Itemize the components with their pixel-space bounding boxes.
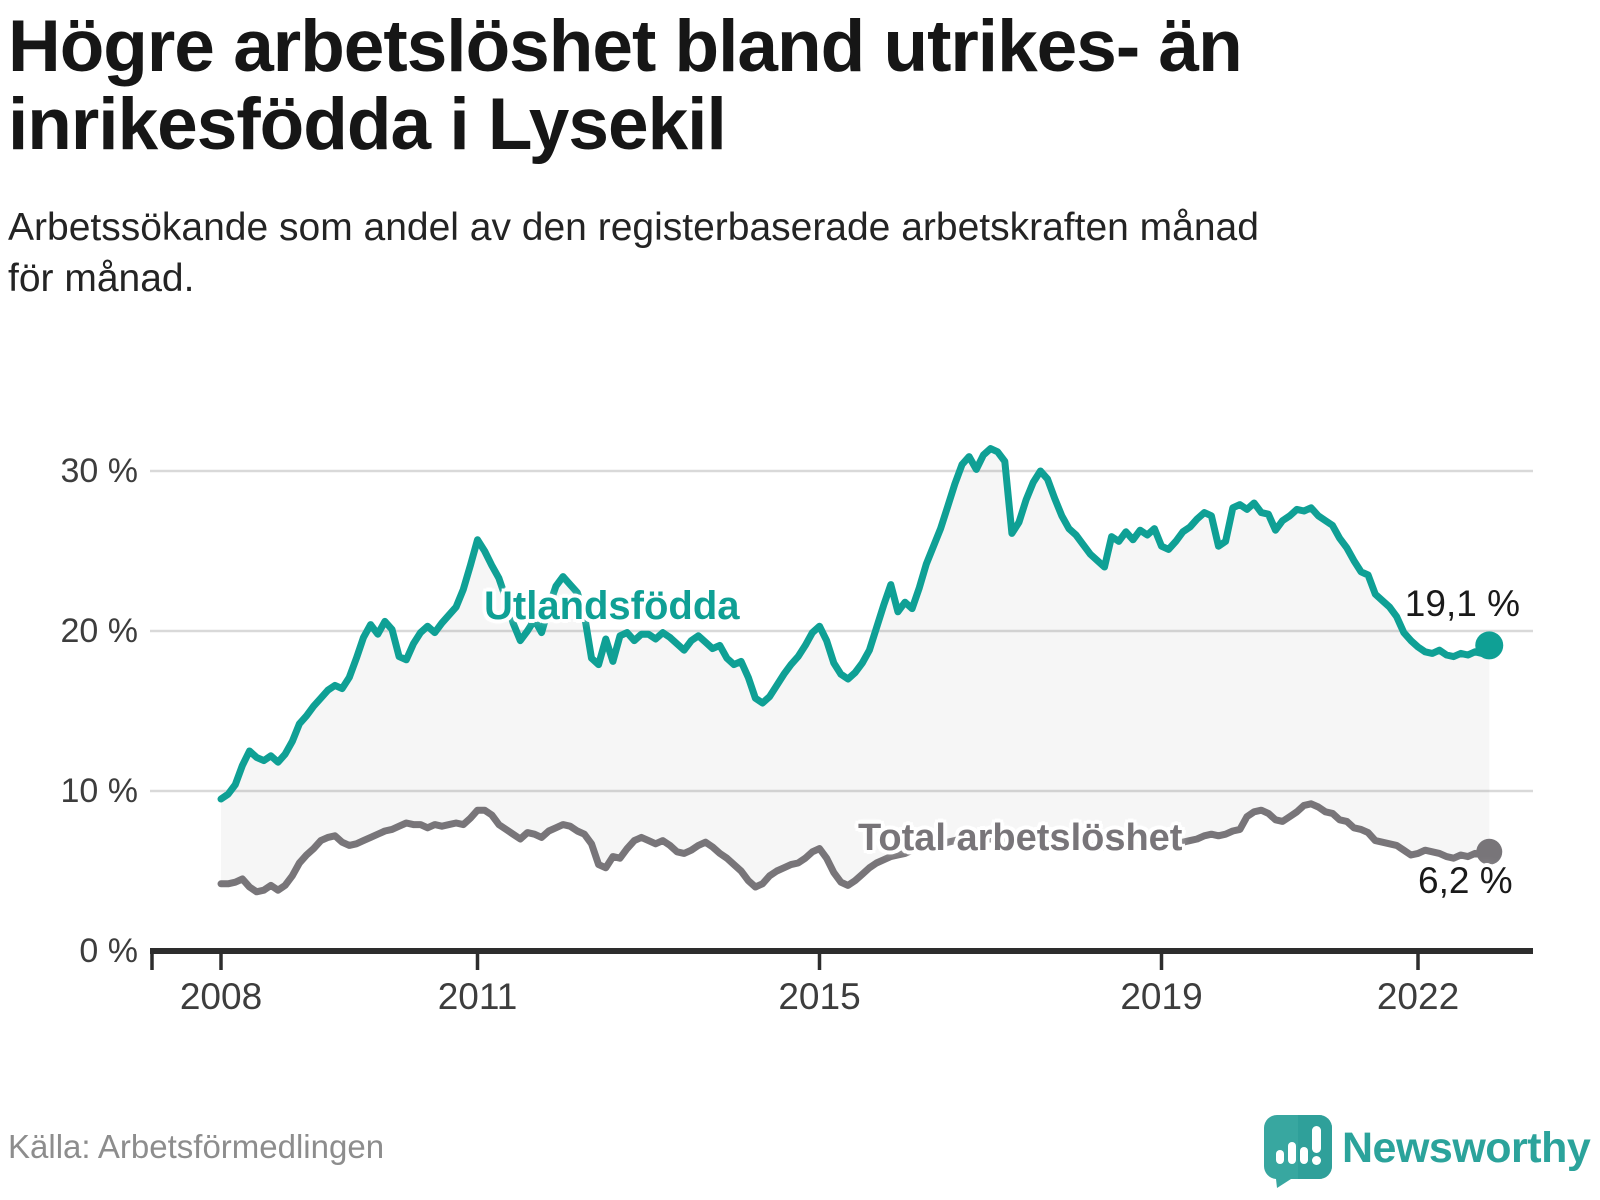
- x-tick-label: 2011: [437, 976, 518, 1017]
- x-tick-label: 2019: [1120, 976, 1203, 1017]
- y-tick-label: 30 %: [60, 452, 139, 490]
- series-utlandsfodda-line: [217, 445, 1493, 803]
- chart-subtitle: Arbetssökande som andel av den registerb…: [8, 203, 1568, 304]
- brand-wordmark: Newsworthy: [1342, 1124, 1591, 1172]
- series-utlandsfodda-end-dot: [1475, 631, 1504, 660]
- x-axis-ticks: [150, 951, 1420, 970]
- series-total-end-dot: [1476, 838, 1503, 865]
- y-tick-label: 0 %: [79, 932, 138, 970]
- newsworthy-logo-icon: [1264, 1115, 1332, 1188]
- title-line-1: Högre arbetslöshet bland utrikes- än: [8, 6, 1243, 87]
- page-title: Högre arbetslöshet bland utrikes- än inr…: [8, 6, 1568, 166]
- subtitle-line-1: Arbetssökande som andel av den registerb…: [8, 206, 1259, 249]
- subtitle-line-2: för månad.: [8, 256, 195, 300]
- series-total-line: [217, 800, 1493, 896]
- area-between-series: [221, 448, 1490, 892]
- title-line-2: inrikesfödda i Lysekil: [8, 84, 727, 166]
- x-tick-label: 2022: [1376, 976, 1460, 1017]
- end-value-total: 6,2 %: [1418, 860, 1513, 901]
- source-credit: Källa: Arbetsförmedlingen: [8, 1128, 385, 1165]
- y-tick-label: 10 %: [60, 772, 139, 810]
- series-label-total: Total arbetslöshet: [858, 817, 1183, 859]
- y-tick-label: 20 %: [60, 612, 139, 650]
- x-tick-label: 2015: [778, 976, 861, 1017]
- x-tick-label: 2008: [179, 976, 263, 1017]
- series-label-utlandsfodda: Utlandsfödda: [484, 584, 740, 628]
- end-value-utlandsfodda: 19,1 %: [1404, 583, 1520, 624]
